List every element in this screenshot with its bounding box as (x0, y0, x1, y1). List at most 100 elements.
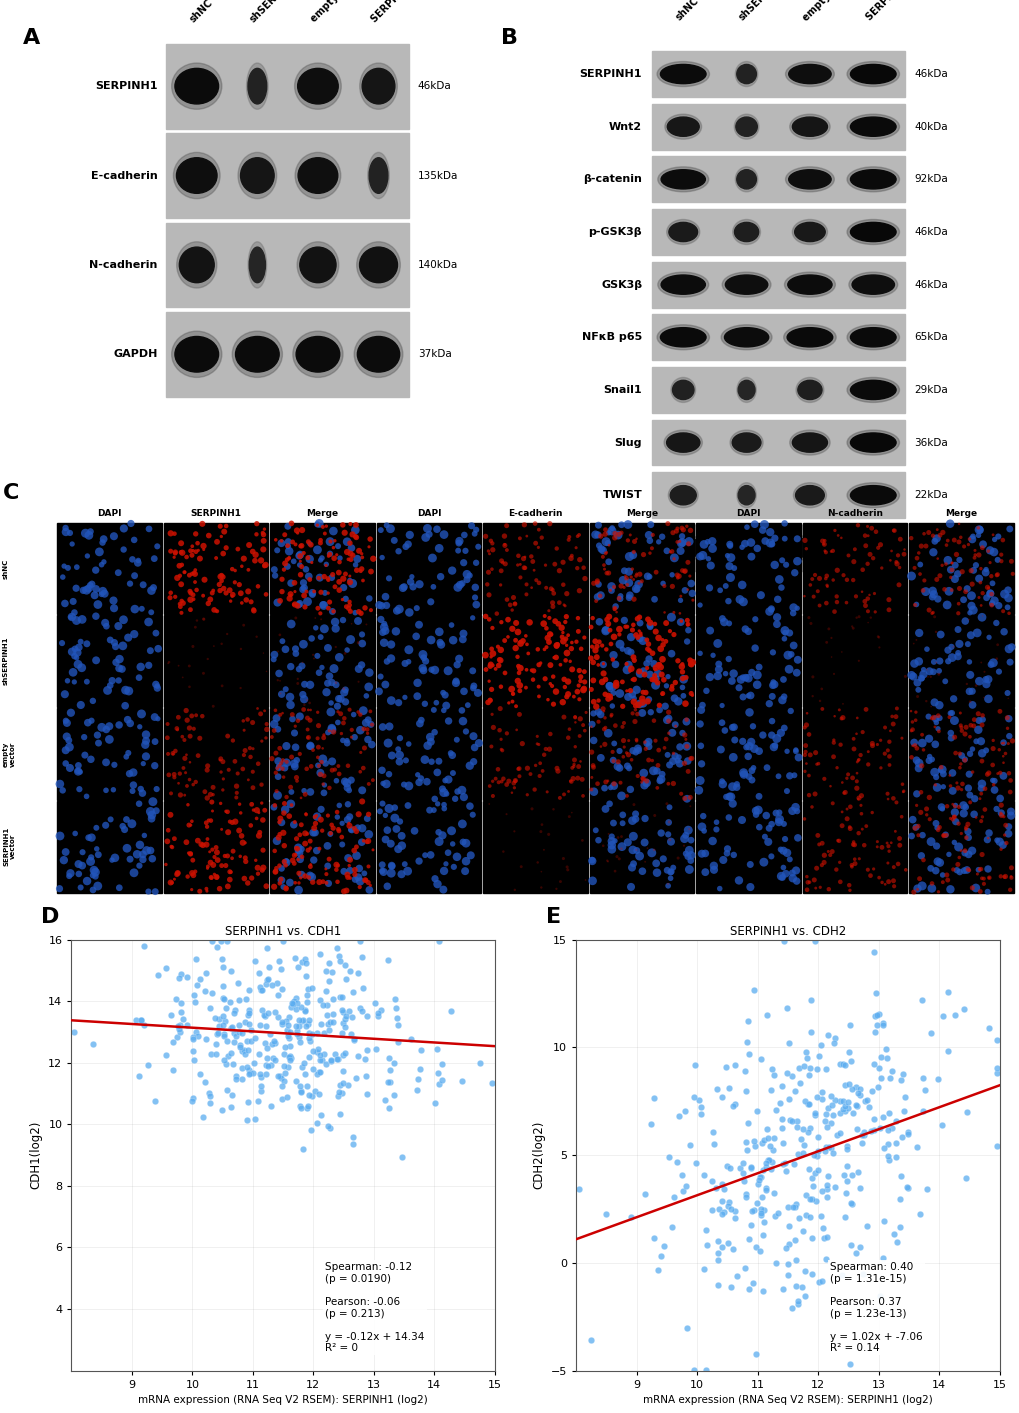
Point (740, 1043, 756, 1065)
Point (628, 565, 644, 588)
Point (803, 1167, 819, 1190)
Point (352, 876, 368, 899)
Point (917, 581, 933, 603)
Point (924, 601, 941, 623)
Point (347, 835, 364, 858)
Point (619, 831, 635, 853)
Point (789, 1293, 805, 1316)
Point (946, 1003, 962, 1026)
Point (419, 770, 435, 793)
Point (269, 784, 285, 807)
Point (220, 821, 236, 844)
Point (170, 654, 186, 677)
Point (756, 825, 772, 848)
Point (1002, 865, 1018, 887)
Point (541, 513, 557, 536)
Point (287, 986, 304, 1009)
Point (574, 829, 590, 852)
Point (1000, 822, 1016, 845)
Point (280, 530, 297, 552)
Point (973, 742, 989, 764)
Point (956, 747, 972, 770)
Point (914, 1067, 930, 1089)
Point (102, 674, 118, 697)
Point (386, 797, 403, 820)
Point (341, 698, 358, 721)
Point (319, 855, 335, 877)
Point (335, 681, 352, 704)
Point (182, 582, 199, 605)
Point (922, 666, 938, 688)
Point (273, 868, 289, 890)
Point (487, 657, 503, 680)
Point (389, 738, 406, 760)
Point (312, 989, 328, 1012)
Point (239, 1003, 256, 1026)
Point (270, 640, 286, 663)
Point (185, 588, 202, 610)
Point (606, 715, 623, 738)
Point (148, 622, 164, 644)
Point (314, 738, 330, 760)
Point (125, 762, 142, 784)
Point (784, 868, 800, 890)
Point (334, 834, 351, 856)
Point (673, 585, 689, 608)
Point (61, 865, 77, 887)
Point (588, 634, 604, 657)
Point (350, 632, 366, 654)
Point (351, 670, 367, 692)
Point (703, 1170, 719, 1193)
Point (779, 740, 795, 763)
Text: NFκB p65: NFκB p65 (582, 332, 642, 342)
Text: TWIST: TWIST (602, 490, 642, 500)
Point (954, 773, 970, 796)
Point (347, 554, 364, 577)
Point (518, 677, 534, 699)
Point (253, 1065, 269, 1088)
Point (640, 524, 656, 547)
Point (293, 1056, 310, 1078)
Point (364, 714, 380, 736)
Point (928, 851, 945, 873)
Point (985, 528, 1002, 551)
Point (634, 630, 650, 653)
Point (276, 1061, 292, 1084)
Point (621, 586, 637, 609)
Point (957, 581, 973, 603)
Point (596, 523, 612, 545)
Point (835, 1089, 851, 1112)
Point (673, 656, 689, 678)
Point (258, 660, 274, 682)
Point (756, 1129, 772, 1152)
Point (627, 808, 643, 831)
Point (639, 565, 655, 588)
Point (987, 1057, 1004, 1080)
Point (681, 818, 697, 841)
Point (201, 810, 217, 832)
Point (858, 1089, 874, 1112)
Point (600, 562, 616, 585)
Point (323, 671, 339, 694)
Point (261, 955, 277, 978)
Point (310, 596, 326, 619)
Point (741, 735, 757, 757)
Point (256, 554, 272, 577)
Point (85, 863, 101, 886)
Point (664, 773, 681, 796)
Point (951, 742, 967, 764)
Bar (802, 801, 907, 893)
Point (736, 533, 752, 555)
Point (228, 786, 245, 808)
Point (205, 579, 221, 602)
Point (305, 643, 321, 666)
Point (972, 593, 988, 616)
Point (761, 1135, 777, 1157)
Point (231, 793, 248, 815)
Point (270, 827, 286, 849)
Point (284, 531, 301, 554)
Point (120, 626, 137, 649)
Point (546, 610, 562, 633)
Point (660, 706, 677, 729)
Point (662, 861, 679, 883)
